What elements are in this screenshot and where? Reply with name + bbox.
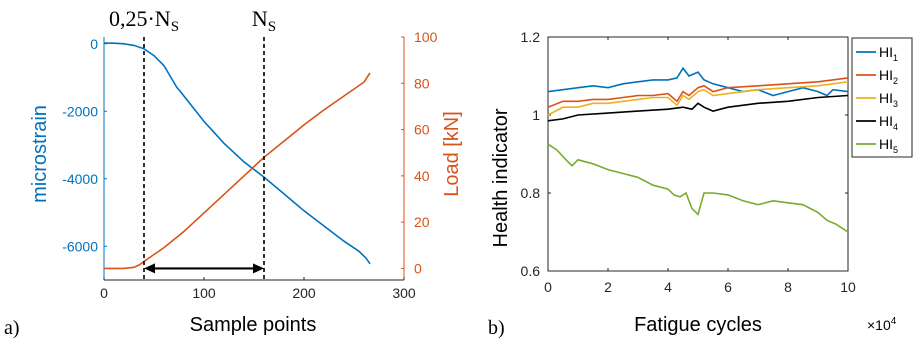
panel-b-ytick-label: 1 (532, 107, 540, 123)
panel-b-ytick-label: 1.2 (521, 29, 541, 45)
panel-b-series-5-line (547, 143, 849, 233)
panel-a-ytick-right-label: 20 (414, 214, 430, 230)
panel-b-xtick-label: 8 (784, 279, 792, 295)
panel-a-ylabel-right: Load [kN] (441, 111, 463, 197)
panel-b-series-1-line (547, 66, 849, 97)
panel-b-xlabel: Fatigue cycles (634, 314, 762, 336)
panel-b-plot-box (547, 36, 849, 272)
panel-a-ytick-right-label: 100 (414, 29, 438, 45)
panel-a-xlabel: Sample points (190, 314, 317, 336)
panel-b-series-4-line (547, 94, 849, 122)
panel-a-xtick-label: 0 (100, 285, 108, 301)
panel-a-ytick-left-label: 0 (90, 36, 98, 52)
panel-a-marker-label: 0,25·NS (109, 6, 179, 35)
panel-b-legend-label: HI4 (879, 113, 898, 132)
panel-b-legend-label: HI1 (879, 44, 898, 63)
panel-b-legend-label: HI3 (879, 90, 898, 109)
panel-a-arrowhead-left (144, 263, 155, 274)
panel-a-marker-label: NS (252, 6, 276, 35)
panel-a-ytick-left-label: -2000 (62, 103, 98, 119)
panel-b-ytick-label: 0.8 (521, 185, 541, 201)
panel-b-x-multiplier: ×104 (867, 316, 897, 333)
panel-a-ytick-left-label: -6000 (62, 238, 98, 254)
panel-b-xtick-label: 10 (840, 279, 856, 295)
panel-b-label: b) (488, 317, 505, 339)
panel-a-ytick-right-label: 60 (414, 122, 430, 138)
panel-a-series-left-line (103, 42, 371, 265)
panel-a-label: a) (4, 317, 20, 339)
panel-b-xtick-label: 0 (544, 279, 552, 295)
panel-b-xtick-label: 2 (604, 279, 612, 295)
panel-a-ytick-right-label: 40 (414, 168, 430, 184)
panel-b-xtick-label: 6 (724, 279, 732, 295)
panel-a-ytick-right-label: 80 (414, 75, 430, 91)
panel-b: b) Fatigue cycles Health indicator ×104 … (488, 29, 913, 339)
panel-b-series-3-line (547, 81, 849, 116)
panel-b-ylabel: Health indicator (490, 108, 512, 247)
panel-a: a) Sample points microstrain Load [kN] 0… (4, 6, 463, 339)
panel-a-xtick-label: 300 (392, 285, 416, 301)
panel-a-ytick-left-label: -4000 (62, 171, 98, 187)
panel-b-legend: HI1 HI2 HI3 HI4 HI5 (851, 37, 913, 158)
panel-b-ytick-label: 0.6 (521, 263, 541, 279)
panel-b-xtick-label: 4 (664, 279, 672, 295)
panel-a-arrowhead-right (253, 263, 264, 274)
panel-a-xtick-label: 200 (292, 285, 316, 301)
panel-b-series-2-line (547, 77, 849, 108)
panel-a-series-right-line (104, 72, 371, 270)
panel-a-ylabel-left: microstrain (29, 105, 51, 203)
panel-a-ytick-right-label: 0 (414, 260, 422, 276)
panel-a-xtick-label: 100 (192, 285, 216, 301)
panel-b-legend-label: HI5 (879, 136, 898, 155)
panel-b-legend-label: HI2 (879, 67, 898, 86)
